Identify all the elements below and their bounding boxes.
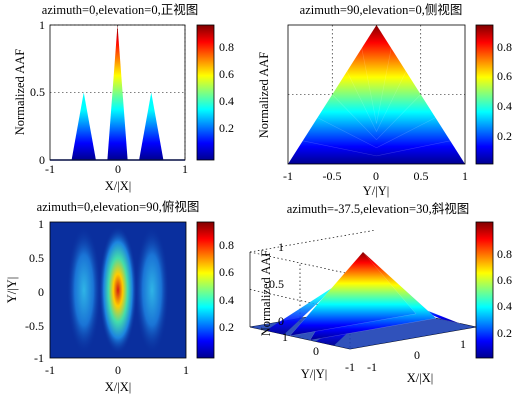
mesh-line [376, 117, 436, 149]
colorbar [475, 221, 494, 359]
plot-area [288, 25, 465, 164]
ytick-label: 0 [39, 153, 45, 167]
panel-top: azimuth=0,elevation=90,俯视图 1 0.5 0 -0.5 … [5, 199, 234, 394]
colorbar-tick: 0.4 [219, 94, 234, 108]
mesh-line [302, 140, 377, 157]
xtick-label: 0 [115, 363, 121, 377]
panel-title: azimuth=0,elevation=90,俯视图 [37, 199, 200, 214]
y-axis-label: Y/|Y| [301, 367, 328, 381]
grid-line [249, 229, 377, 253]
mesh-line [346, 71, 377, 132]
axes-box [49, 24, 186, 161]
xtick-label: 0 [115, 162, 121, 176]
xtick-label: -1 [283, 169, 293, 183]
ztick-label: 1 [278, 240, 284, 254]
colorbar-tick: 0.8 [497, 247, 512, 261]
colorbar-tick: 0.2 [497, 326, 512, 340]
ytick-label: -0.5 [25, 319, 44, 333]
mesh-line [376, 71, 407, 132]
mesh-line [376, 48, 392, 124]
peak-triangle [107, 25, 128, 160]
panel-side: azimuth=90,elevation=0,侧视图 -1 -0.5 0 0.5… [257, 2, 512, 198]
side-profile [288, 25, 465, 164]
colorbar-tick: 0.2 [219, 121, 234, 135]
xtick-label: -0.5 [323, 169, 342, 183]
xtick-label: 0.5 [414, 169, 429, 183]
ytick-label: 0.5 [30, 85, 45, 99]
colorbar-tick: 0.8 [219, 238, 234, 252]
x-axis-tick-label: -1 [367, 360, 377, 374]
y-axis-label: Normalized AAF [13, 49, 27, 135]
colorbar-tick: 0.6 [219, 265, 234, 279]
colorbar-tick: 0.8 [219, 40, 234, 54]
panel-oblique: azimuth=-37.5,elevation=30,斜视图 1 0.5 0 1… [249, 201, 512, 385]
grid-line [249, 251, 351, 275]
mesh-line [317, 117, 377, 149]
panel-title: azimuth=90,elevation=0,侧视图 [300, 2, 463, 17]
ztick-label: 0.5 [269, 277, 284, 291]
colorbar-tick: 0.6 [219, 67, 234, 81]
y-axis-tick-label: 1 [282, 330, 288, 344]
y-axis-label: Normalized AAF [257, 52, 271, 138]
xtick-label: 1 [183, 363, 189, 377]
xtick-label: 1 [462, 169, 468, 183]
peak-triangle [71, 92, 96, 160]
ztick-label: 0 [278, 314, 284, 328]
peak-triangle [139, 92, 164, 160]
heatmap-peak [99, 226, 137, 354]
ytick-label: 1 [38, 217, 44, 231]
x-axis-label: X/|X| [105, 179, 132, 193]
xtick-label: -1 [45, 363, 55, 377]
ytick-label: 1 [39, 18, 45, 32]
y-axis-tick-label: -1 [345, 360, 355, 374]
heatmap-peak [67, 226, 101, 354]
xtick-label: 0 [373, 169, 379, 183]
panel-front: azimuth=0,elevation=0,正视图 1 0.5 0 -1 0 1… [13, 2, 234, 193]
heatmap-peak [135, 226, 169, 354]
z-axis-label: Normalized AAF [259, 250, 273, 336]
panel-title: azimuth=-37.5,elevation=30,斜视图 [287, 201, 469, 216]
plot-area [50, 222, 186, 358]
colorbar-tick: 0.2 [219, 320, 234, 334]
axes-box [287, 24, 466, 165]
colorbar [196, 221, 215, 359]
x-axis-tick-label: 1 [460, 337, 466, 351]
x-axis-label: Y/|Y| [363, 184, 390, 198]
colorbar-tick: 0.4 [497, 299, 512, 313]
ytick-label: -1 [34, 351, 44, 365]
surface-ridge [266, 284, 338, 335]
colorbar [475, 24, 494, 165]
colorbar-tick: 0.2 [497, 129, 512, 143]
colorbar-tick: 0.6 [497, 69, 512, 83]
ytick-label: 0.5 [29, 251, 44, 265]
axes-box [49, 221, 187, 359]
colorbar-tick: 0.4 [219, 293, 234, 307]
xtick-label: 1 [182, 162, 188, 176]
mesh-line [332, 94, 377, 140]
mesh-line [376, 94, 421, 140]
x-axis-label: X/|X| [105, 380, 132, 394]
colorbar-tick: 0.8 [497, 40, 512, 54]
plot-area [250, 251, 476, 349]
colorbar-tick: 0.6 [497, 273, 512, 287]
xtick-label: -1 [45, 162, 55, 176]
ytick-label: 0 [38, 285, 44, 299]
x-axis-label: X/|X| [407, 371, 434, 385]
panel-title: azimuth=0,elevation=0,正视图 [42, 2, 198, 17]
mesh-line [361, 48, 377, 124]
x-axis-tick-label: 0 [414, 348, 420, 362]
y-axis-tick-label: 0 [313, 344, 319, 358]
colorbar [196, 24, 215, 161]
mesh-line [376, 140, 451, 157]
colorbar-tick: 0.4 [497, 99, 512, 113]
surface-peak [289, 251, 417, 337]
y-axis-label: Y/|Y| [5, 277, 19, 304]
